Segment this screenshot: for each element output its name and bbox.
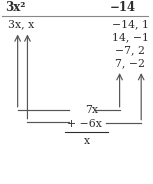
Text: x: x <box>84 137 90 146</box>
Text: −14, 1: −14, 1 <box>112 20 149 30</box>
Text: 14, −1: 14, −1 <box>112 33 149 43</box>
Text: + −6x: + −6x <box>67 119 102 129</box>
Text: −7, 2: −7, 2 <box>115 45 145 55</box>
Text: 7x: 7x <box>85 105 98 115</box>
Text: 3x, x: 3x, x <box>8 20 34 30</box>
Text: 7, −2: 7, −2 <box>115 58 145 68</box>
Text: 3x²: 3x² <box>5 1 25 14</box>
Text: −14: −14 <box>110 1 136 14</box>
